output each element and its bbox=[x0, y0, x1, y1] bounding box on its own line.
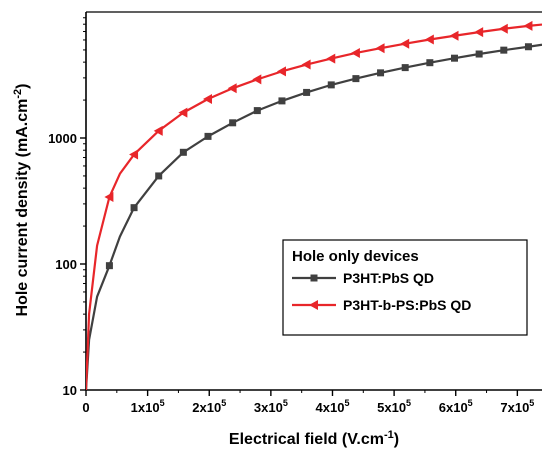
y-axis-title: Hole current density (mA.cm-2) bbox=[12, 84, 31, 317]
legend-box bbox=[282, 239, 528, 336]
data-point bbox=[352, 75, 360, 83]
data-point bbox=[523, 20, 533, 31]
legend-marker bbox=[309, 300, 318, 310]
data-point bbox=[377, 69, 385, 77]
legend-items: P3HT:PbS QD P3HT-b-PS:PbS QD bbox=[292, 270, 471, 313]
data-point bbox=[350, 47, 360, 58]
x-tick-label: 5x105 bbox=[377, 398, 411, 415]
legend-item: P3HT-b-PS:PbS QD bbox=[292, 297, 471, 313]
legend-marker bbox=[310, 274, 318, 282]
y-tick-label: 100 bbox=[55, 257, 77, 272]
data-point bbox=[278, 97, 286, 105]
legend-title: Hole only devices bbox=[292, 248, 419, 265]
data-point bbox=[204, 132, 212, 140]
data-point bbox=[229, 119, 237, 127]
x-tick-label: 0 bbox=[82, 400, 89, 415]
data-point bbox=[155, 172, 163, 180]
data-point bbox=[303, 88, 311, 96]
data-point bbox=[450, 54, 458, 62]
data-point bbox=[475, 50, 483, 58]
legend-label: P3HT-b-PS:PbS QD bbox=[343, 297, 471, 313]
data-point bbox=[253, 107, 261, 115]
y-tick-label: 1000 bbox=[48, 131, 77, 146]
data-point bbox=[426, 59, 434, 67]
data-point bbox=[474, 27, 484, 38]
data-point bbox=[400, 38, 410, 49]
x-tick-label: 1x105 bbox=[131, 398, 165, 415]
data-point bbox=[104, 192, 114, 203]
data-point bbox=[130, 204, 138, 212]
data-point bbox=[301, 59, 311, 70]
legend: Hole only devices P3HT:PbS QD P3HT-b-PS:P… bbox=[282, 239, 528, 336]
data-point bbox=[498, 23, 508, 34]
x-tick-label: 3x105 bbox=[254, 398, 288, 415]
data-point bbox=[203, 93, 213, 104]
x-tick-label: 2x105 bbox=[192, 398, 226, 415]
series-line bbox=[86, 43, 542, 390]
x-tick-label: 7x105 bbox=[500, 398, 534, 415]
series-p3ht-b-ps-pbs-qd bbox=[86, 20, 542, 390]
legend-label: P3HT:PbS QD bbox=[343, 270, 434, 286]
data-point bbox=[179, 148, 187, 156]
axis-ticks bbox=[80, 17, 519, 396]
data-point bbox=[327, 81, 335, 89]
data-point bbox=[252, 74, 262, 85]
series-p3ht-pbs-qd bbox=[86, 43, 542, 390]
data-point bbox=[105, 262, 113, 270]
data-point bbox=[424, 34, 434, 45]
y-tick-label: 10 bbox=[63, 383, 77, 398]
data-point bbox=[227, 83, 237, 94]
data-point bbox=[375, 43, 385, 54]
data-point bbox=[129, 149, 139, 160]
data-point bbox=[326, 53, 336, 64]
x-tick-label: 4x105 bbox=[316, 398, 350, 415]
data-point bbox=[276, 66, 286, 77]
data-point bbox=[401, 64, 409, 72]
series-layer bbox=[86, 20, 542, 390]
x-tick-label: 6x105 bbox=[439, 398, 473, 415]
data-point bbox=[153, 125, 163, 136]
x-axis-title: Electrical field (V.cm-1) bbox=[229, 429, 399, 448]
legend-item: P3HT:PbS QD bbox=[292, 270, 434, 286]
data-point bbox=[500, 46, 508, 54]
data-point bbox=[524, 43, 532, 51]
tick-labels: 0 1x105 2x105 3x105 4x105 5x105 6x105 7x105 10 10… bbox=[48, 131, 534, 415]
data-point bbox=[449, 30, 459, 41]
data-point bbox=[178, 107, 188, 118]
